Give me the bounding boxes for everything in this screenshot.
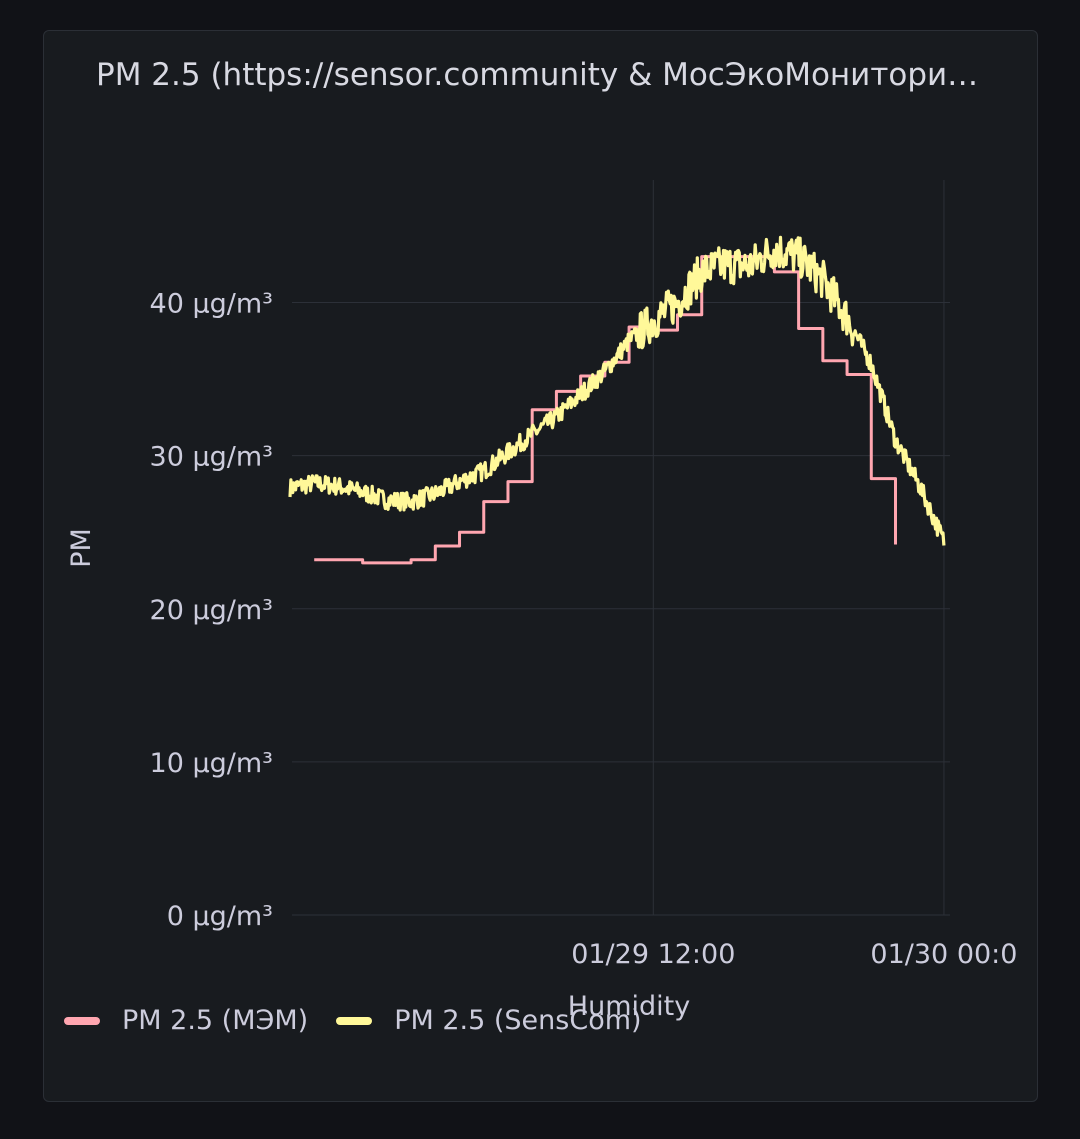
legend: PM 2.5 (МЭМ) PM 2.5 (SensCom) [64, 1005, 642, 1036]
legend-label-senscom: PM 2.5 (SensCom) [394, 1005, 642, 1036]
legend-item-mem[interactable]: PM 2.5 (МЭМ) [64, 1005, 308, 1036]
y-axis-label: PM [66, 528, 97, 568]
x-axis-label: Humidity [568, 991, 690, 1022]
series-line-mem [314, 255, 898, 565]
x-tick-label: 01/30 00:0 [870, 939, 1017, 970]
y-tick-label: 20 µg/m³ [150, 595, 273, 626]
legend-swatch-mem [64, 1016, 100, 1025]
chart-panel: PM 2.5 (https://sensor.community & МосЭк… [43, 30, 1038, 1102]
x-tick-label: 01/29 12:00 [571, 939, 735, 970]
pm25-line-chart: 0 µg/m³ 10 µg/m³ 20 µg/m³ 30 µg/m³ 40 µg/m³ 0… [66, 180, 1017, 1022]
y-tick-label: 30 µg/m³ [150, 442, 273, 473]
y-tick-label: 0 µg/m³ [167, 901, 273, 932]
legend-item-senscom[interactable]: PM 2.5 (SensCom) [336, 1005, 642, 1036]
legend-label-mem: PM 2.5 (МЭМ) [122, 1005, 309, 1036]
y-tick-label: 40 µg/m³ [150, 289, 273, 320]
legend-swatch-senscom [336, 1016, 373, 1025]
y-tick-label: 10 µg/m³ [150, 748, 273, 779]
series-line-senscom [288, 235, 946, 546]
